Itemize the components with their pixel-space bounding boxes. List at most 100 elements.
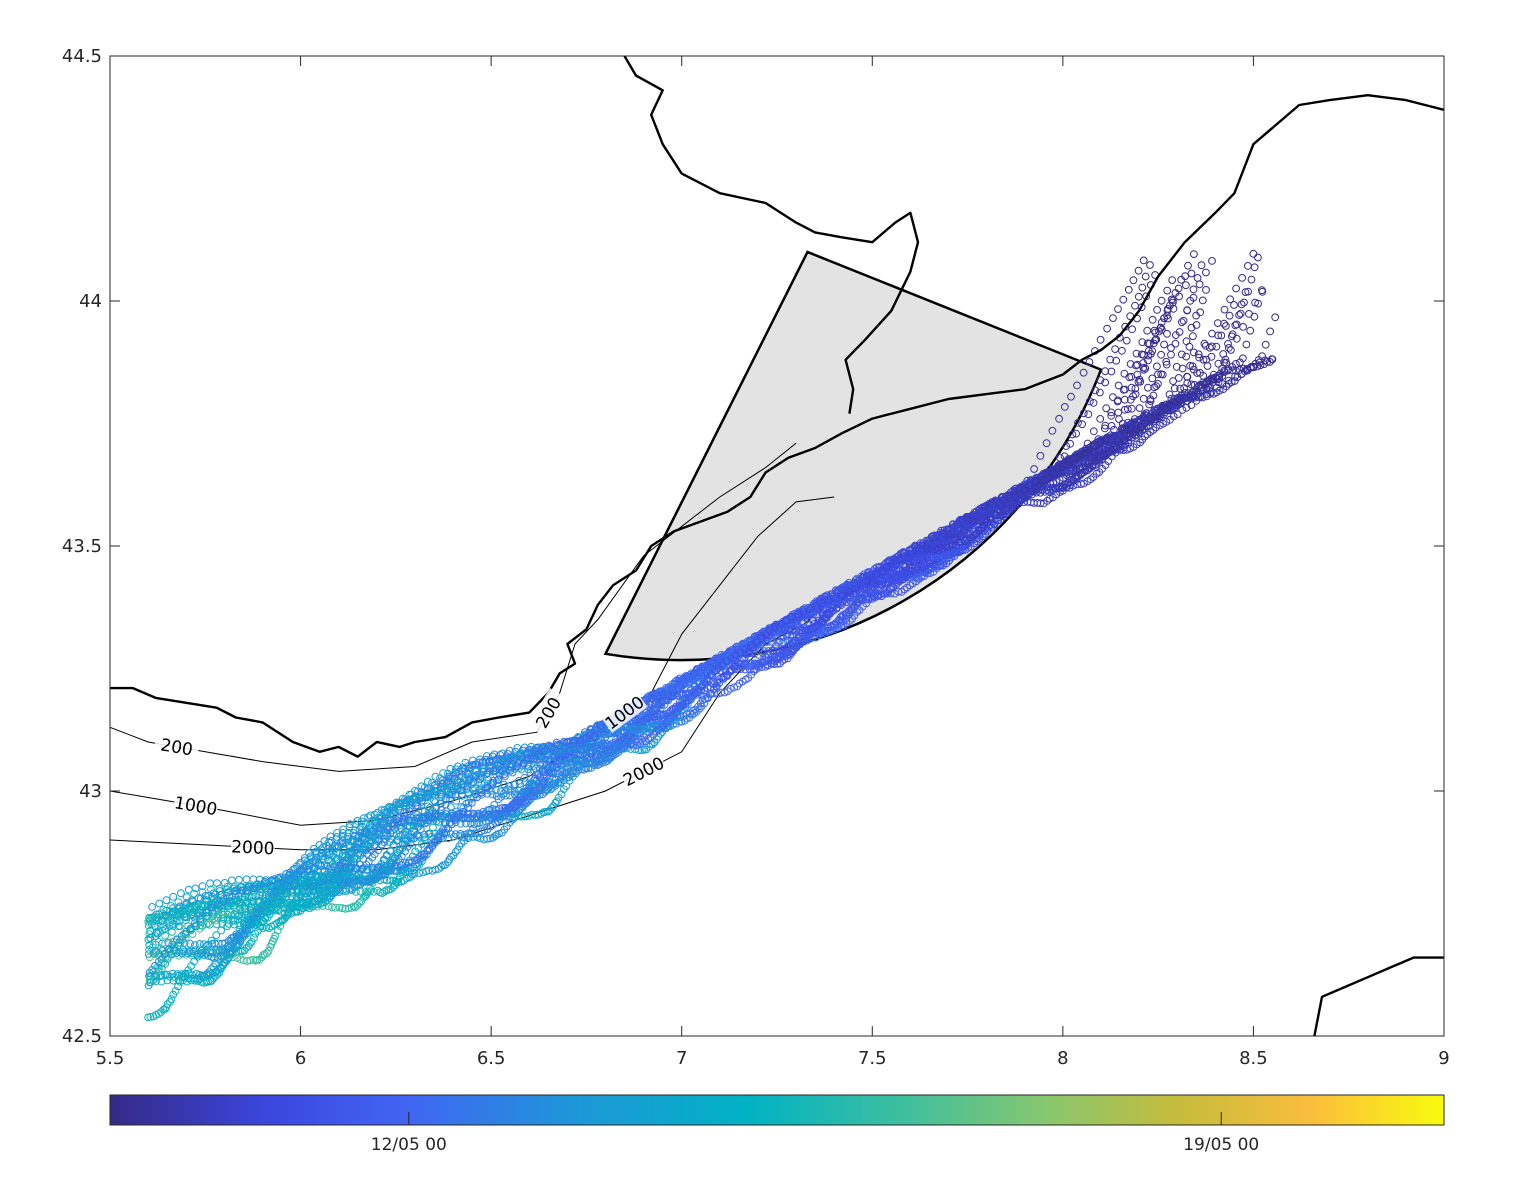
trajectory-point [1048, 426, 1057, 435]
trajectory-point [498, 828, 506, 837]
trajectory-point [326, 832, 335, 841]
trajectory-point [1194, 350, 1203, 359]
trajectory-point [1124, 285, 1133, 294]
trajectory-point [1226, 295, 1234, 304]
trajectory-point [169, 892, 178, 901]
trajectory-point [148, 903, 157, 911]
trajectory-point [1114, 305, 1122, 314]
trajectory-point [473, 833, 482, 841]
trajectory-point [1030, 465, 1038, 473]
trajectory-point [455, 832, 464, 840]
trajectory-point [233, 953, 242, 962]
trajectory-point [184, 885, 193, 894]
trajectory-point [162, 896, 171, 905]
trajectory-point [1232, 284, 1240, 293]
trajectory-point [310, 844, 318, 853]
trajectory-point [266, 943, 275, 951]
trajectory-point [1201, 341, 1210, 350]
trajectory-point [1214, 331, 1223, 340]
trajectory-point [333, 828, 342, 837]
trajectory-point [337, 838, 346, 846]
trajectory-point [389, 829, 398, 838]
trajectory-point [1054, 484, 1063, 493]
trajectory-point [544, 807, 553, 816]
trajectory-point [242, 875, 251, 884]
trajectory-point [514, 812, 523, 820]
trajectory-point [1231, 321, 1240, 330]
trajectory-point [491, 832, 499, 840]
trajectory-point [249, 955, 258, 964]
trajectory-point [1199, 355, 1208, 364]
trajectory-point [537, 809, 546, 818]
trajectory-point [151, 940, 160, 949]
trajectory-point [1123, 405, 1132, 414]
trajectory-point [251, 929, 260, 938]
trajectory-point [177, 889, 185, 898]
trajectory-point [1096, 335, 1105, 344]
trajectory-point [489, 834, 497, 842]
trajectory-point [1184, 261, 1192, 270]
trajectory-point [240, 956, 248, 965]
trajectory-point [754, 663, 763, 672]
trajectory-point [1187, 380, 1196, 389]
trajectory-point [1139, 256, 1148, 265]
trajectory-point [244, 942, 253, 951]
trajectory-point [1043, 486, 1052, 495]
trajectory-point [1119, 295, 1128, 304]
trajectory-point [766, 648, 775, 657]
trajectory-point [741, 665, 750, 674]
trajectory-point [776, 659, 784, 668]
trajectory-point [1055, 414, 1063, 423]
trajectory-point [1190, 250, 1198, 259]
trajectory-point [163, 976, 172, 985]
trajectory-point [746, 659, 754, 668]
trajectory-point [207, 952, 216, 961]
trajectory-point [1089, 473, 1098, 482]
trajectory-point [1220, 305, 1229, 314]
trajectory-point [1131, 390, 1140, 399]
trajectory-point [157, 977, 166, 986]
trajectory-point [534, 810, 543, 819]
trajectory-point [489, 820, 497, 829]
trajectory-point [1129, 276, 1138, 285]
trajectory-point [155, 899, 164, 908]
contour-line-2000 [110, 604, 827, 851]
trajectory-point [754, 651, 763, 659]
trajectory-point [1235, 311, 1243, 319]
trajectory-point [1060, 403, 1069, 411]
trajectory-point [1036, 452, 1045, 460]
trajectory-point [444, 834, 453, 843]
trajectory-point [1227, 346, 1235, 354]
trajectory-point [796, 636, 805, 645]
trajectory-point [505, 818, 514, 827]
trajectory-point [206, 879, 214, 888]
trajectory-point [250, 934, 258, 942]
trajectory-point [1073, 381, 1081, 390]
trajectory-point [460, 833, 469, 842]
trajectory-point [1067, 392, 1075, 401]
trajectory-point [1085, 358, 1094, 366]
trajectory-point [208, 940, 216, 948]
trajectory-point [1065, 479, 1073, 488]
trajectory-point [246, 956, 254, 965]
trajectory-point [186, 939, 195, 948]
trajectory-point [187, 976, 196, 985]
trajectory-point [1200, 339, 1209, 348]
trajectory-point [1237, 300, 1246, 309]
trajectory-point [1238, 274, 1246, 282]
contour-line-200 [110, 442, 797, 772]
trajectory-point [1050, 483, 1059, 492]
trajectory-point [763, 649, 771, 658]
trajectory-point [366, 811, 375, 820]
trajectory-point [793, 642, 801, 651]
trajectory-point [1154, 370, 1162, 379]
trajectory-point [198, 882, 207, 891]
trajectory-point [1079, 368, 1088, 377]
trajectory-point [1220, 319, 1228, 328]
trajectory-point [1195, 353, 1203, 362]
trajectory-point [510, 812, 519, 821]
trajectory-point [1224, 344, 1233, 352]
trajectory-point [228, 876, 236, 885]
